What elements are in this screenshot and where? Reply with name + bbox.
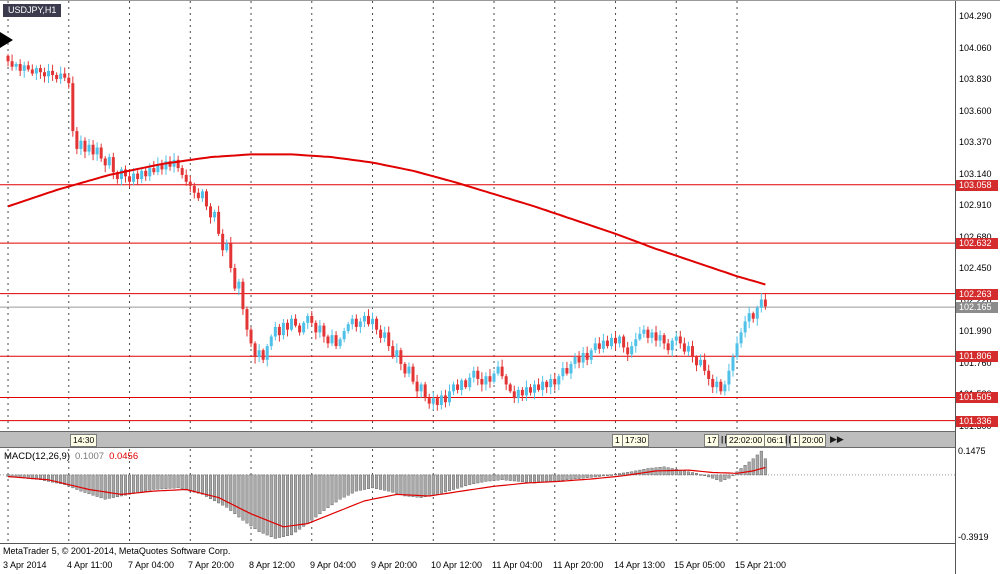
macd-indicator-panel[interactable]: MACD(12,26,9) 0.1007 0.0456 [0,449,955,543]
time-tick-label: 15 Apr 05:00 [674,560,726,570]
time-tick-label: 9 Apr 20:00 [371,560,418,570]
time-tick-label: 11 Apr 20:00 [553,560,604,570]
event-marker[interactable]: 20:00 [799,434,827,447]
copyright-text: MetaTrader 5, © 2001-2014, MetaQuotes So… [3,546,231,556]
macd-chart[interactable] [0,449,955,543]
price-tick: 103.140 [959,169,992,179]
level-price-label: 103.058 [956,180,998,191]
price-tick: 104.290 [959,11,992,21]
time-tick-label: 4 Apr 11:00 [67,560,113,570]
macd-title: MACD(12,26,9) [4,451,70,462]
price-tick: 102.680 [959,232,992,242]
event-marker[interactable]: 17:30 [622,434,650,447]
event-marker[interactable]: 22:02:00 [726,434,766,447]
price-tick: 101.760 [959,358,992,368]
macd-value-main: 0.1007 [75,451,105,462]
time-tick-label: 7 Apr 20:00 [188,560,235,570]
symbol-period-label: USDJPY,H1 [3,4,62,17]
macd-axis-max: 0.1475 [958,446,986,456]
macd-value-signal: 0.0456 [109,451,139,462]
chart-arrow-object [0,32,13,48]
price-tick: 101.990 [959,326,992,336]
price-tick: 103.600 [959,106,992,116]
level-price-label: 102.632 [956,238,998,249]
price-tick: 102.220 [959,295,992,305]
axis-separator [955,1,956,574]
price-tick: 104.060 [959,43,992,53]
level-price-label: 101.505 [956,392,998,403]
bid-price-label: 102.165 [956,302,998,313]
price-chart-panel[interactable]: USDJPY,H1 [0,1,955,431]
time-tick-label: 14 Apr 13:00 [614,560,666,570]
time-tick-label: 8 Apr 12:00 [249,560,296,570]
level-price-label: 102.263 [956,289,998,300]
event-marker[interactable]: || [721,434,728,444]
macd-axis-min: -0.3919 [958,532,989,542]
event-marker[interactable]: 17 [704,434,720,447]
time-tick-label: 7 Apr 04:00 [128,560,175,570]
time-tick-label: 11 Apr 04:00 [492,560,543,570]
time-tick-label: 10 Apr 12:00 [431,560,483,570]
candlestick-chart[interactable] [0,1,955,431]
event-marker[interactable]: || [785,434,792,444]
event-marker[interactable]: 14:30 [70,434,98,447]
event-marker[interactable]: ▶▶ [830,434,844,444]
price-axis[interactable]: 0.1475 -0.3919 104.290 104.060 103.830 103.… [956,1,1000,574]
timeline-event-strip[interactable]: 14:30 1 17:30 17 || 22:02:00 06:1 || 1 20:00 ▶▶ [0,431,955,448]
price-tick: 102.450 [959,263,992,273]
level-price-label: 101.806 [956,351,998,362]
price-tick: 103.830 [959,74,992,84]
price-tick: 103.370 [959,137,992,147]
macd-indicator-label: MACD(12,26,9) 0.1007 0.0456 [4,451,138,462]
event-marker[interactable]: 06:1 [764,434,787,447]
level-price-label: 101.336 [956,416,998,427]
time-tick-label: 3 Apr 2014 [3,560,47,570]
time-axis[interactable]: MetaTrader 5, © 2001-2014, MetaQuotes So… [0,543,955,574]
time-tick-label: 9 Apr 04:00 [310,560,357,570]
time-tick-label: 15 Apr 21:00 [735,560,787,570]
price-tick: 102.910 [959,200,992,210]
